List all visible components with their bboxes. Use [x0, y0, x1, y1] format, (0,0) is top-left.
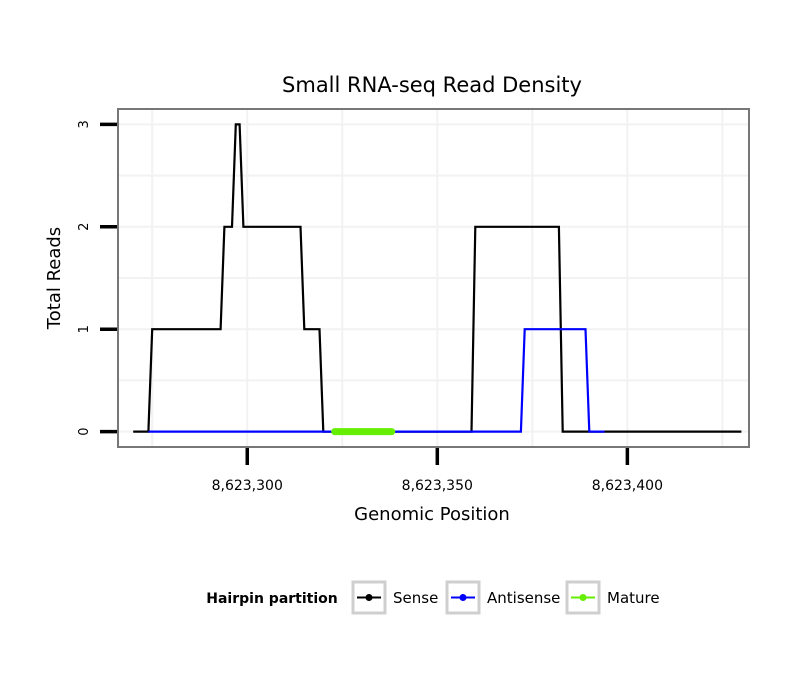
- y-tick-label: 1: [77, 325, 92, 333]
- legend-label-mature: Mature: [607, 589, 660, 607]
- series-line-antisense: [148, 328, 605, 433]
- legend-key-dot: [365, 594, 373, 601]
- legend-label-antisense: Antisense: [487, 589, 560, 607]
- legend-key-dot: [459, 594, 467, 601]
- series-line-sense: [133, 123, 742, 433]
- y-axis: 0 1 2 3: [77, 120, 117, 436]
- x-tick-label: 8,623,400: [592, 478, 663, 494]
- legend-title: Hairpin partition: [206, 591, 337, 607]
- x-tick-label: 8,623,350: [402, 478, 473, 494]
- legend-key-dot: [579, 594, 587, 601]
- plot-border: [117, 108, 750, 448]
- y-tick-label: 2: [77, 223, 92, 231]
- x-axis: 8,623,300 8,623,350 8,623,400: [212, 448, 663, 494]
- legend: Hairpin partition Sense Antisense Mature: [206, 580, 660, 615]
- y-axis-label: Total Reads: [44, 227, 65, 330]
- legend-label-sense: Sense: [393, 589, 438, 607]
- x-axis-label: Genomic Position: [354, 504, 510, 525]
- chart-title: Small RNA-seq Read Density: [282, 73, 582, 97]
- y-tick-label: 0: [77, 427, 92, 435]
- series-layer: [133, 123, 742, 436]
- x-tick-label: 8,623,300: [212, 478, 283, 494]
- y-tick-label: 3: [77, 120, 92, 128]
